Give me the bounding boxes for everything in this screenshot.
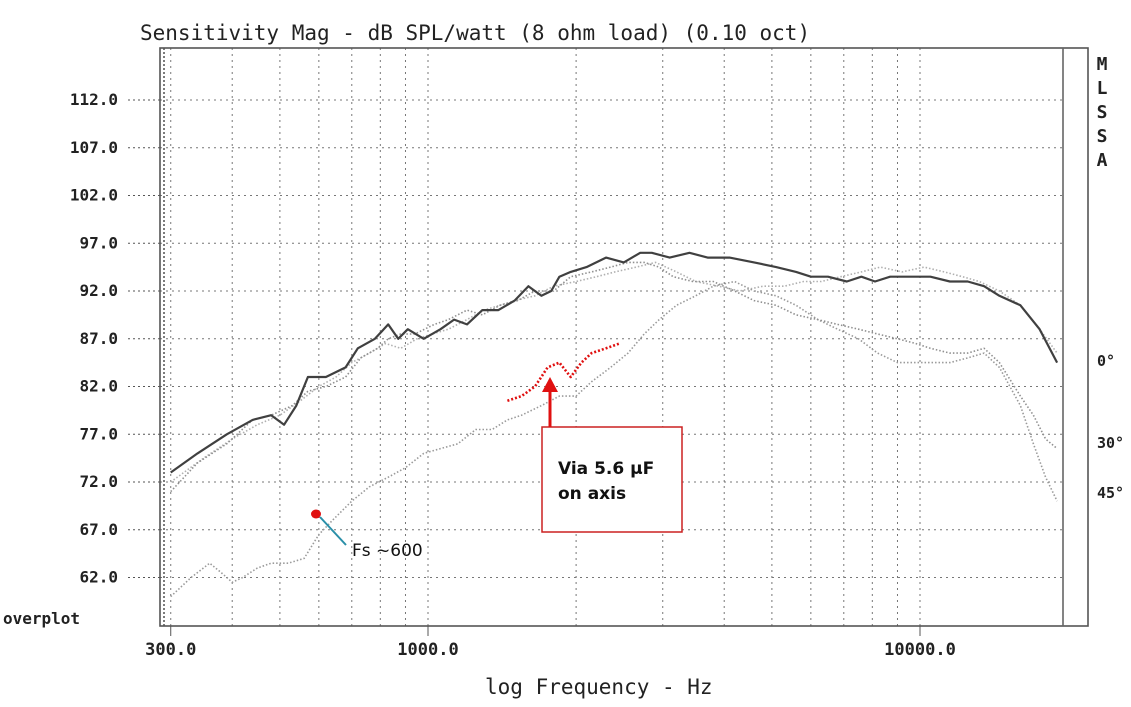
side-letter: L [1097,78,1108,99]
x-tick-label: 10000.0 [884,640,956,660]
grid-lines [160,48,1063,626]
x-tick-label: 300.0 [145,640,196,660]
side-letter: S [1097,102,1108,123]
fs-label: Fs ~600 [352,541,423,561]
angle-label: 0° [1097,352,1115,370]
y-tick-label: 72.0 [79,472,118,491]
y-tick-label: 92.0 [79,281,118,300]
side-letter: S [1097,126,1108,147]
angle-label: 30° [1097,434,1124,452]
y-tick-label: 87.0 [79,329,118,348]
y-tick-label: 102.0 [70,186,118,205]
overplot-label: overplot [3,609,80,628]
y-tick-label: 67.0 [79,520,118,539]
series-line-via-5-6uf [506,342,620,403]
series-line-overlay [170,261,1058,483]
side-letter: A [1097,150,1108,171]
y-tick-label: 77.0 [79,424,118,443]
annotation-box [541,426,683,533]
annotation-arrowhead [542,377,558,392]
y-tick-labels: 112.0 107.0 102.0 97.0 92.0 87.0 82.0 77.0 72.0 6… [70,90,160,587]
series-line-30deg [170,261,1058,493]
series-line-0deg [170,251,1059,474]
y-tick-label: 62.0 [79,568,118,587]
annotation-line-1: Via 5.6 µF [558,459,654,479]
angle-labels: 0° 30° 45° [1097,352,1124,502]
series-line-45deg [170,280,1058,598]
fs-annotation: Fs ~600 [311,509,423,561]
angle-label: 45° [1097,484,1124,502]
annotation-line-2: on axis [558,484,626,504]
y-tick-label: 107.0 [70,138,118,157]
fs-marker [311,509,321,519]
chart-title: Sensitivity Mag - dB SPL/watt (8 ohm loa… [140,21,810,45]
plot-frame [159,47,1089,627]
fs-leader-line [319,516,347,546]
y-tick-label: 97.0 [79,233,118,252]
x-tick-labels: 300.0 1000.0 10000.0 [145,626,956,660]
series-lines [170,251,1059,598]
via-annotation: Via 5.6 µF on axis [541,377,683,533]
y-tick-label: 82.0 [79,377,118,396]
x-tick-label: 1000.0 [397,640,458,660]
side-letter: M [1097,54,1108,75]
y-tick-label: 112.0 [70,90,118,109]
x-axis-label: log Frequency - Hz [485,675,713,699]
